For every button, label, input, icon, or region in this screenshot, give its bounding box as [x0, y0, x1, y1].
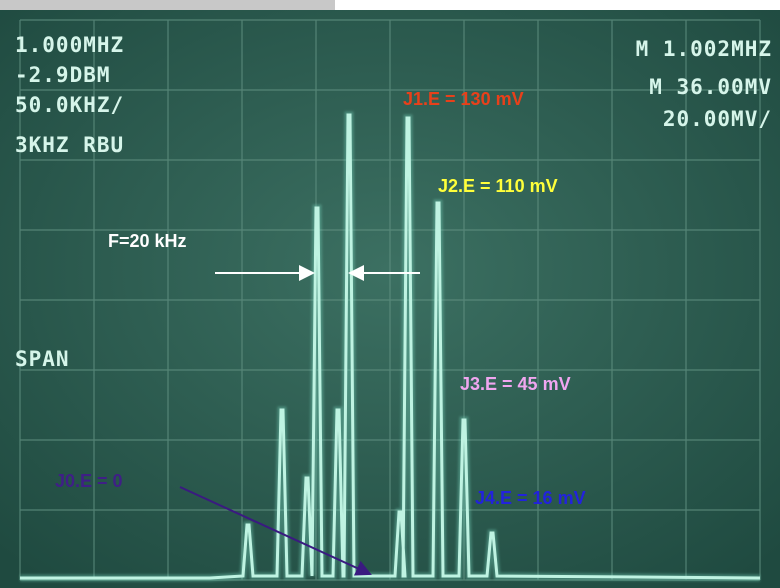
readout: M 36.00MV	[649, 75, 772, 99]
screenshot: 1.000MHZ -2.9DBM 50.0KHZ/ 3KHZ RBU M 1.0…	[0, 0, 780, 588]
annotation: J2.E = 110 mV	[438, 176, 558, 196]
readout: -2.9DBM	[15, 63, 111, 87]
annotation: J4.E = 16 mV	[475, 488, 586, 508]
span-label: SPAN	[15, 347, 70, 371]
readout: 3KHZ RBU	[15, 133, 124, 157]
annotation: J3.E = 45 mV	[460, 374, 571, 394]
readout: M 1.002MHZ	[636, 37, 772, 61]
annotation: F=20 kHz	[108, 231, 187, 251]
annotation: J1.E = 130 mV	[403, 89, 524, 109]
readout: 1.000MHZ	[15, 33, 124, 57]
readout: 20.00MV/	[663, 107, 772, 131]
annotation: J0.E = 0	[55, 471, 123, 491]
readout: 50.0KHZ/	[15, 93, 124, 117]
